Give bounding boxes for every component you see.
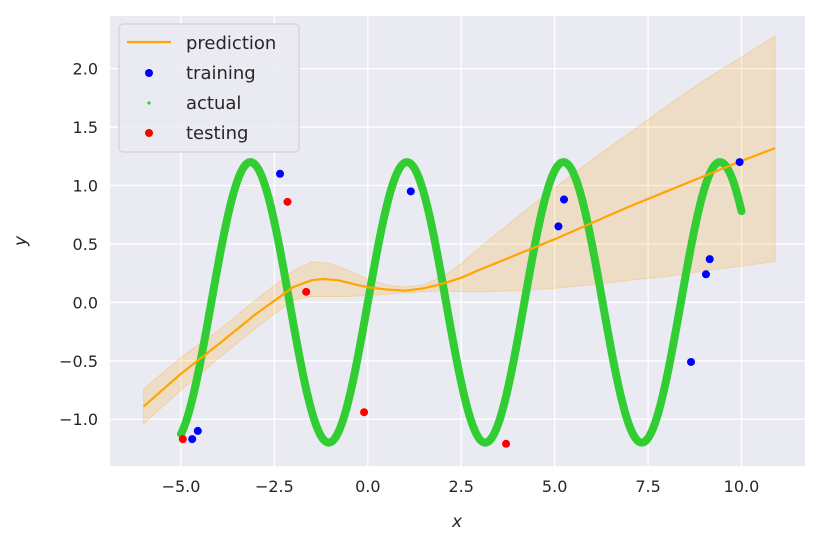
y-axis-label: y <box>11 235 31 247</box>
training-point <box>188 435 197 444</box>
legend-testing-label: testing <box>186 123 248 144</box>
training-point <box>554 222 563 231</box>
x-tick-label: 10.0 <box>724 477 760 496</box>
y-tick-label: 1.5 <box>73 118 98 137</box>
confidence-band <box>143 34 776 426</box>
x-tick-label: 7.5 <box>635 477 660 496</box>
training-point <box>559 195 568 204</box>
x-tick-label: 5.0 <box>542 477 567 496</box>
x-tick-label: −2.5 <box>255 477 294 496</box>
training-point <box>276 169 285 178</box>
x-tick-label: 2.5 <box>449 477 474 496</box>
training-point <box>735 158 744 167</box>
testing-point <box>502 439 511 448</box>
testing-point <box>178 435 187 444</box>
x-tick-label: −5.0 <box>162 477 201 496</box>
actual-curve <box>176 158 746 447</box>
training-point <box>701 270 710 279</box>
legend-training-swatch <box>145 69 153 77</box>
testing-point <box>283 197 292 206</box>
legend-testing-swatch <box>145 129 153 137</box>
legend-actual-label: actual <box>186 93 241 114</box>
legend: prediction training actual testing <box>118 23 300 153</box>
prediction-line <box>142 147 776 408</box>
training-point <box>193 426 202 435</box>
y-tick-label: 1.0 <box>73 176 98 195</box>
x-axis-ticks: −5.0 −2.5 0.0 2.5 5.0 7.5 10.0 <box>162 477 760 496</box>
training-point <box>705 255 714 264</box>
x-axis-label: x <box>451 512 463 532</box>
legend-actual-swatch <box>147 101 151 105</box>
y-tick-label: 0.5 <box>73 235 98 254</box>
training-point <box>406 187 415 196</box>
y-tick-label: 0.0 <box>73 293 98 312</box>
y-axis-ticks: −1.0 −0.5 0.0 0.5 1.0 1.5 2.0 <box>59 60 98 430</box>
legend-prediction-label: prediction <box>186 33 276 54</box>
x-tick-label: 0.0 <box>355 477 380 496</box>
y-tick-label: −0.5 <box>59 352 98 371</box>
legend-training-label: training <box>186 63 256 84</box>
y-tick-label: −1.0 <box>59 410 98 429</box>
legend-box <box>118 23 300 153</box>
training-point <box>687 357 696 366</box>
plot-area <box>142 34 776 448</box>
y-tick-label: 2.0 <box>73 60 98 79</box>
testing-point <box>360 408 369 417</box>
testing-point <box>302 287 311 296</box>
